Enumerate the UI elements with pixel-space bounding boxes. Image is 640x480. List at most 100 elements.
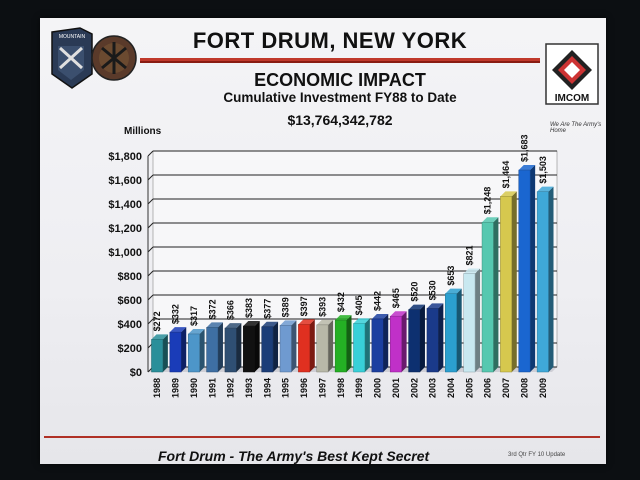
x-tick-label: 1992 (226, 378, 236, 398)
total-investment: $13,764,342,782 (287, 112, 393, 128)
x-tick-label: 1999 (354, 378, 364, 398)
x-tick-label: 1988 (152, 378, 162, 398)
bar-face (187, 333, 200, 373)
bar-top (206, 322, 223, 328)
bar-top (426, 303, 444, 309)
bar-value-label: $1,503 (538, 156, 548, 184)
bar (151, 334, 168, 373)
x-tick-label: 2002 (409, 378, 419, 398)
y-tick-label: $600 (118, 295, 142, 307)
bar-side (419, 304, 425, 372)
slide-subtitle: ECONOMIC IMPACT (254, 70, 426, 90)
gridline-depth (147, 246, 154, 253)
title-divider (140, 58, 540, 63)
investment-bar-chart: Millions $0 $200 $400 $600 $800 $1,000 $1,200 $… (108, 126, 558, 398)
bar-face (151, 339, 164, 373)
bar-side (181, 327, 187, 372)
bar (408, 304, 425, 373)
gridline-depth (147, 150, 154, 157)
bar-value-label: $272 (152, 311, 162, 331)
bar (224, 323, 242, 373)
bar-face (298, 324, 311, 373)
bar (389, 311, 407, 373)
bar (169, 327, 187, 373)
bar-face (353, 323, 366, 373)
bar (353, 318, 370, 373)
y-tick-label: $800 (118, 271, 142, 283)
bar-top (224, 323, 242, 329)
bar-top (151, 334, 168, 340)
y-tick-label: $1,800 (108, 151, 142, 163)
bar-face (243, 325, 255, 373)
bar-top (353, 318, 370, 324)
gridline-depth (147, 222, 154, 229)
bar (371, 313, 389, 373)
bar (500, 191, 517, 373)
bar-top (537, 186, 554, 192)
gridline-depth (147, 198, 154, 205)
bar (518, 165, 536, 373)
bar-face (206, 327, 219, 373)
bar-value-label: $432 (336, 292, 346, 312)
x-tick-label: 2001 (391, 378, 401, 398)
bar-value-label: $1,248 (483, 187, 493, 215)
bar-value-label: $332 (171, 304, 181, 324)
y-tick-label: $1,200 (108, 223, 142, 235)
x-tick-label: 1989 (171, 378, 181, 398)
bar-side (291, 320, 297, 372)
bar (261, 321, 279, 373)
y-axis-label: Millions (124, 126, 162, 137)
footer-divider (44, 436, 600, 438)
bar (243, 321, 260, 373)
bar-face (500, 196, 513, 373)
bar-face (279, 325, 292, 373)
bar-face (316, 324, 329, 373)
bar-side (548, 186, 554, 372)
x-tick-label: 2007 (501, 378, 511, 398)
x-tick-label: 2004 (446, 378, 456, 398)
bar-face (463, 273, 476, 373)
bar-side (511, 191, 517, 372)
bar-value-label: $405 (354, 295, 364, 315)
bar-face (371, 318, 384, 373)
imcom-logo: IMCOM (545, 43, 599, 105)
bar-side (254, 321, 260, 372)
mountain-division-logo: MOUNTAIN (51, 27, 137, 89)
bar-value-label: $372 (207, 299, 217, 319)
bar-side (364, 318, 370, 372)
bar-side (401, 311, 407, 372)
gridline-depth (147, 174, 154, 181)
x-tick-label: 1996 (299, 378, 309, 398)
svg-text:MOUNTAIN: MOUNTAIN (59, 34, 86, 40)
gridline-depth (147, 294, 154, 301)
x-tick-label: 2008 (519, 378, 529, 398)
bar-top (390, 311, 407, 317)
x-tick-label: 2000 (373, 378, 383, 398)
bar (334, 315, 352, 373)
bar (463, 268, 481, 373)
imcom-tagline: We Are The Army's Home (550, 122, 602, 134)
y-tick-label: $400 (118, 319, 142, 331)
bar-value-label: $653 (446, 266, 456, 286)
gridline-depth (147, 318, 154, 325)
bar-face (426, 308, 439, 373)
bar-side (346, 315, 352, 372)
bar-value-label: $1,464 (501, 161, 511, 189)
bar-top (500, 191, 517, 197)
bar-side (273, 321, 279, 372)
y-tick-label: $200 (118, 343, 142, 355)
bar-face (169, 331, 182, 373)
bar-top (335, 315, 352, 321)
slide-title: FORT DRUM, NEW YORK (192, 28, 468, 53)
bar-side (199, 328, 205, 372)
bar-face (518, 169, 531, 373)
bar-top (188, 328, 205, 334)
x-tick-label: 1990 (189, 378, 199, 398)
bar-top (371, 313, 389, 319)
bar-face (389, 315, 402, 373)
gridline-depth (147, 270, 154, 277)
bar-value-label: $383 (244, 298, 254, 318)
bar (316, 319, 334, 373)
y-tick-label: $0 (130, 367, 142, 379)
x-tick-label: 2006 (483, 378, 493, 398)
